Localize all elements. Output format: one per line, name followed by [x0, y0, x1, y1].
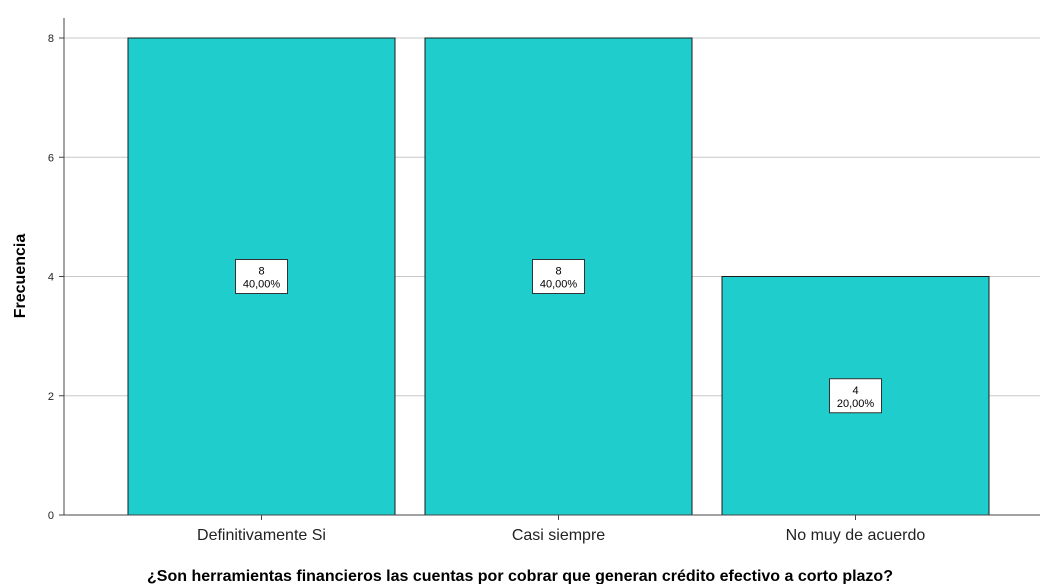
y-tick-label: 0: [48, 510, 54, 522]
x-tick-label: Casi siempre: [512, 527, 605, 544]
data-label-count: 4: [852, 385, 858, 397]
data-label-percent: 40,00%: [540, 279, 578, 291]
data-label-box: [532, 259, 585, 294]
y-tick-label: 6: [48, 152, 54, 164]
data-label-percent: 40,00%: [243, 279, 281, 291]
data-label-count: 8: [555, 266, 561, 278]
data-label-percent: 20,00%: [837, 398, 875, 410]
x-tick-label: Definitivamente Si: [197, 527, 326, 544]
data-labels: 840,00%840,00%420,00%: [235, 259, 882, 414]
y-tick-label: 8: [48, 33, 54, 45]
axes: 0 2 4 6 8 Definitivamente Si Casi siempre No mu…: [48, 18, 1040, 544]
y-tick-label: 4: [48, 272, 54, 284]
data-label-count: 8: [258, 266, 264, 278]
data-label-box: [829, 378, 882, 414]
x-tick-label: No muy de acuerdo: [786, 527, 926, 544]
x-axis-title: ¿Son herramientas financieros las cuenta…: [147, 568, 893, 584]
y-tick-label: 2: [48, 391, 54, 403]
data-label-box: [235, 259, 288, 294]
y-axis-title: Frecuencia: [12, 234, 29, 319]
